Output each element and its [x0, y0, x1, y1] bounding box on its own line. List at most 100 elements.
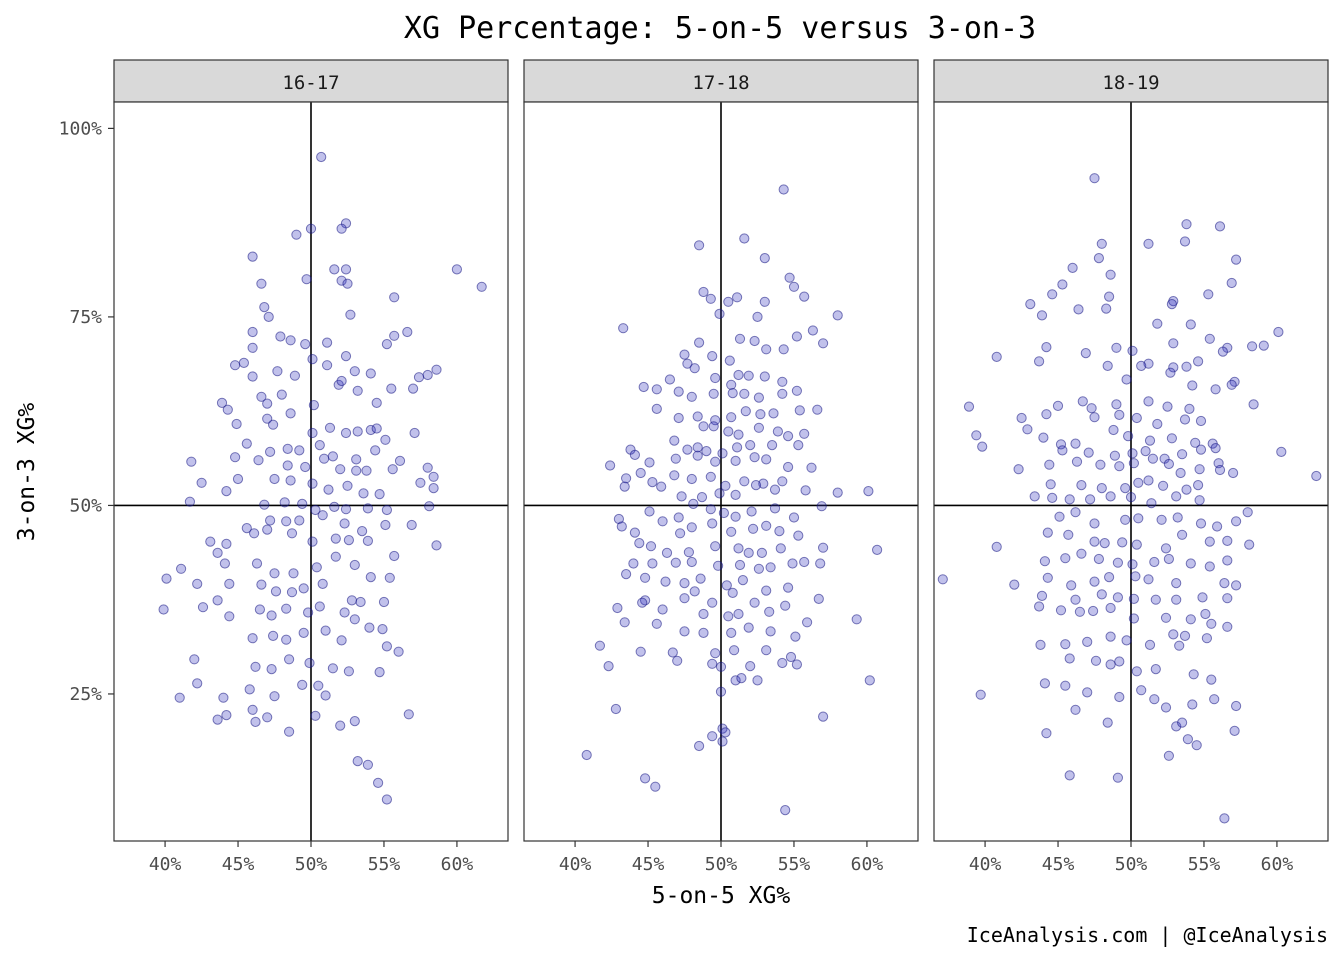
data-point [1102, 360, 1113, 371]
data-point [1128, 458, 1140, 469]
data-point [670, 557, 681, 568]
data-point [291, 229, 302, 240]
data-point [610, 703, 622, 715]
data-point [222, 404, 233, 415]
data-point [1063, 529, 1074, 540]
x-tick-label: 40% [969, 854, 1002, 875]
x-tick-label: 60% [441, 854, 474, 875]
data-point [282, 460, 293, 471]
y-tick-label: 100% [59, 118, 103, 139]
data-point [710, 541, 721, 552]
data-point [777, 376, 788, 387]
data-point [343, 535, 354, 546]
data-point [380, 434, 391, 445]
data-point [813, 593, 824, 605]
data-point [1125, 492, 1137, 503]
data-point [1204, 333, 1215, 344]
data-point [371, 397, 382, 408]
data-point [737, 575, 749, 586]
data-point [727, 587, 738, 599]
data-point [715, 661, 727, 672]
data-point [644, 506, 655, 517]
data-point [726, 627, 737, 639]
data-point [402, 326, 413, 338]
data-point [635, 646, 646, 657]
data-point [298, 583, 309, 594]
data-point [247, 371, 258, 382]
data-point [769, 484, 781, 495]
data-point [791, 659, 803, 670]
data-point [259, 499, 270, 510]
x-axis-title: 5-on-5 XG% [652, 883, 791, 909]
data-point [647, 558, 658, 569]
data-point [698, 627, 709, 639]
data-point [1057, 279, 1068, 290]
data-point [673, 412, 684, 424]
data-point [720, 480, 731, 491]
data-point [1009, 579, 1020, 590]
data-point [307, 478, 318, 489]
data-point [362, 759, 373, 770]
data-point [710, 372, 721, 384]
data-point [1200, 608, 1211, 620]
data-point [1222, 593, 1233, 604]
data-point [635, 467, 646, 479]
data-point [241, 438, 252, 449]
strip-background [113, 59, 509, 103]
data-point [254, 604, 265, 615]
data-point [775, 543, 786, 554]
data-point [705, 293, 716, 304]
data-point [1177, 717, 1188, 728]
data-point [581, 749, 592, 761]
y-axis: 25% 50% 75% 100% [59, 118, 114, 705]
data-point [1229, 376, 1240, 387]
data-point [192, 578, 203, 590]
data-point [1131, 412, 1142, 424]
data-point [707, 597, 718, 608]
data-point [749, 597, 760, 608]
data-point [394, 455, 406, 466]
data-point [765, 626, 776, 637]
data-point [250, 716, 261, 728]
data-point [1114, 656, 1125, 667]
data-point [730, 675, 741, 686]
data-point [307, 536, 318, 547]
data-point [739, 388, 750, 399]
data-point [219, 558, 230, 569]
data-point [807, 325, 819, 336]
data-point [1210, 443, 1221, 454]
data-point [336, 275, 347, 286]
data-point [594, 640, 606, 651]
data-point [650, 781, 661, 792]
data-point [720, 727, 731, 738]
data-point [1104, 291, 1115, 302]
x-tick-label: 55% [368, 854, 401, 875]
data-point [745, 440, 756, 451]
data-point [1248, 399, 1259, 410]
data-point [1089, 173, 1100, 184]
data-point [713, 560, 724, 571]
data-point [1204, 536, 1215, 547]
data-point [1088, 605, 1099, 617]
data-point [269, 568, 280, 579]
data-point [451, 264, 462, 275]
data-point [1104, 572, 1115, 583]
data-point [1185, 558, 1196, 569]
data-point [389, 330, 400, 341]
data-point [761, 454, 772, 465]
data-point [637, 597, 648, 608]
data-point [322, 337, 333, 348]
data-point [1127, 448, 1138, 459]
data-point [1035, 639, 1046, 651]
data-point [605, 460, 616, 471]
data-point [698, 608, 709, 620]
data-point [281, 603, 292, 614]
data-point [645, 541, 657, 552]
data-point [694, 337, 705, 348]
data-point [340, 351, 352, 362]
data-point [1194, 495, 1205, 506]
data-point [692, 411, 703, 422]
data-point [717, 736, 728, 747]
data-point [689, 363, 700, 374]
data-point [221, 710, 232, 721]
